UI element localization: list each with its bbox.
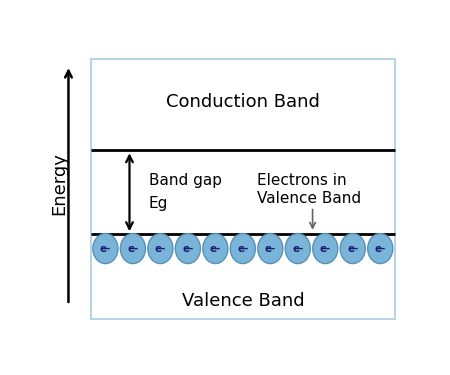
Ellipse shape [285,234,310,264]
Text: e-: e- [374,244,386,254]
Text: e-: e- [155,244,166,254]
Text: Band gap: Band gap [148,173,222,188]
Text: e-: e- [182,244,194,254]
Text: e-: e- [100,244,111,254]
Ellipse shape [368,234,393,264]
FancyBboxPatch shape [91,59,395,320]
Text: Valence Band: Valence Band [181,291,304,309]
Text: e-: e- [210,244,221,254]
Ellipse shape [258,234,283,264]
Ellipse shape [340,234,365,264]
Ellipse shape [148,234,173,264]
Text: e-: e- [265,244,276,254]
Ellipse shape [203,234,228,264]
Ellipse shape [313,234,338,264]
Text: e-: e- [320,244,331,254]
Text: e-: e- [127,244,139,254]
Ellipse shape [230,234,256,264]
Text: e-: e- [292,244,303,254]
Text: Eg: Eg [148,196,168,211]
Ellipse shape [93,234,118,264]
Text: Energy: Energy [51,152,69,215]
Text: e-: e- [237,244,248,254]
Text: Conduction Band: Conduction Band [166,93,320,111]
Ellipse shape [120,234,145,264]
Ellipse shape [176,234,200,264]
Text: Electrons in
Valence Band: Electrons in Valence Band [257,173,361,206]
Text: e-: e- [347,244,359,254]
